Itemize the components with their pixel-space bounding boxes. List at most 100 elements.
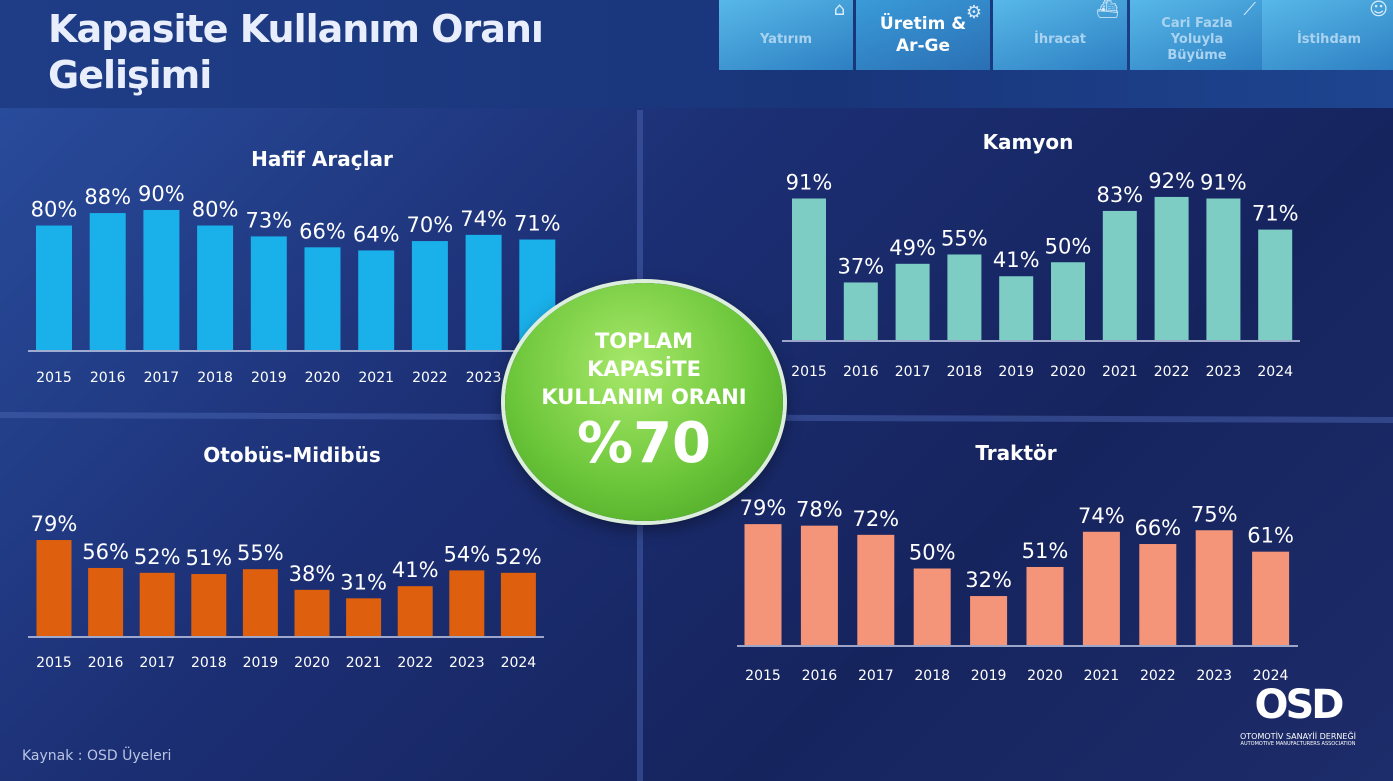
bar-2015: [744, 524, 782, 645]
bar-2017: [139, 572, 175, 636]
x-tick-label: 2018: [197, 370, 233, 386]
x-tick-label: 2021: [346, 655, 382, 671]
data-label: 72%: [852, 507, 899, 531]
x-tick-label: 2024: [1253, 668, 1289, 684]
bar-2022: [411, 241, 448, 350]
bar-2023: [1195, 530, 1233, 645]
x-tick-label: 2018: [914, 668, 950, 684]
x-tick-label: 2015: [791, 364, 827, 380]
gears-icon: ⚙: [965, 2, 982, 23]
x-tick-label: 2018: [947, 364, 983, 380]
nav-tab-2[interactable]: İhracat ⛴: [993, 0, 1127, 70]
x-tick-label: 2022: [1154, 364, 1190, 380]
data-label: 66%: [1134, 516, 1181, 540]
bar-2020: [304, 247, 341, 350]
data-label: 49%: [889, 236, 936, 260]
x-tick-label: 2023: [466, 370, 502, 386]
nav-tab-4[interactable]: İstihdam ☺: [1262, 0, 1393, 70]
bar-2021: [358, 250, 395, 350]
data-label: 31%: [340, 570, 387, 594]
bar-2018: [197, 225, 234, 350]
data-label: 37%: [837, 254, 884, 278]
data-label: 74%: [1078, 504, 1125, 528]
x-tick-label: 2019: [971, 668, 1007, 684]
bar-2023: [449, 570, 485, 636]
x-tick-label: 2017: [858, 668, 894, 684]
chart-title: Hafif Araçlar: [251, 147, 393, 171]
nav-tab-1[interactable]: Üretim & Ar-Ge ⚙: [856, 0, 990, 70]
x-tick-label: 2021: [1084, 668, 1120, 684]
bar-2024: [1258, 229, 1293, 340]
bar-2018: [913, 568, 951, 645]
chart-title: Kamyon: [983, 130, 1074, 154]
bar-2024: [1252, 551, 1290, 645]
x-tick-label: 2016: [90, 370, 126, 386]
x-tick-label: 2017: [139, 655, 175, 671]
bar-2017: [857, 534, 895, 645]
data-label: 50%: [909, 541, 956, 565]
x-tick-label: 2022: [397, 655, 433, 671]
x-tick-label: 2022: [1140, 668, 1176, 684]
bar-2016: [89, 213, 126, 350]
data-label: 52%: [495, 545, 542, 569]
bar-2019: [970, 596, 1008, 645]
x-tick-label: 2017: [144, 370, 180, 386]
x-tick-label: 2023: [1206, 364, 1242, 380]
nav-tab-label: Yatırım: [759, 32, 813, 47]
data-label: 50%: [1045, 234, 1092, 258]
source-note: Kaynak : OSD Üyeleri: [22, 748, 172, 764]
nav-tab-label: Cari Fazla Yoluyla Büyüme: [1161, 16, 1233, 63]
ship-icon: ⛴: [1096, 0, 1119, 20]
data-label: 83%: [1096, 183, 1143, 207]
bar-2022: [1154, 196, 1189, 340]
bar-2021: [346, 598, 382, 636]
nav-tab-label: Üretim & Ar-Ge: [879, 14, 967, 56]
data-label: 66%: [299, 219, 346, 243]
nav-tab-label: İstihdam: [1296, 32, 1362, 47]
bar-2017: [143, 209, 180, 350]
x-tick-label: 2015: [36, 655, 72, 671]
data-label: 80%: [31, 198, 78, 222]
data-label: 91%: [786, 170, 833, 194]
data-label: 64%: [353, 222, 400, 246]
x-tick-label: 2018: [191, 655, 227, 671]
data-label: 70%: [407, 213, 454, 237]
x-tick-label: 2016: [843, 364, 879, 380]
data-label: 52%: [134, 545, 181, 569]
x-tick-label: 2020: [1050, 364, 1086, 380]
bar-2018: [191, 574, 227, 636]
data-label: 78%: [796, 498, 843, 522]
nav-tab-0[interactable]: Yatırım ⌂: [719, 0, 853, 70]
data-label: 41%: [392, 558, 439, 582]
x-tick-label: 2023: [449, 655, 485, 671]
x-tick-label: 2019: [251, 370, 287, 386]
data-label: 88%: [84, 185, 131, 209]
data-label: 71%: [1252, 202, 1299, 226]
page-title: Kapasite Kullanım Oranı Gelişimi: [48, 7, 544, 97]
bar-2024: [500, 572, 536, 636]
data-label: 61%: [1247, 524, 1294, 548]
x-tick-label: 2022: [412, 370, 448, 386]
bar-2016: [843, 282, 878, 340]
data-label: 75%: [1191, 502, 1238, 526]
data-label: 92%: [1148, 169, 1195, 193]
bar-2020: [1051, 262, 1085, 340]
data-label: 90%: [138, 182, 185, 206]
x-tick-label: 2024: [1257, 364, 1293, 380]
nav-tab-3[interactable]: Cari Fazla Yoluyla Büyüme ⟋: [1130, 0, 1264, 70]
total-value: %70: [576, 411, 712, 476]
data-label: 71%: [514, 212, 561, 236]
bar-2021: [1102, 210, 1137, 340]
x-tick-label: 2016: [88, 655, 124, 671]
bar-2015: [36, 225, 72, 350]
bar-2022: [397, 586, 433, 636]
data-label: 91%: [1200, 170, 1247, 194]
x-tick-label: 2020: [305, 370, 341, 386]
chart-title: Otobüs-Midibüs: [203, 443, 380, 467]
bar-2015: [792, 198, 826, 340]
x-tick-label: 2015: [36, 370, 72, 386]
x-tick-label: 2021: [1102, 364, 1138, 380]
data-label: 74%: [460, 207, 507, 231]
data-label: 55%: [237, 541, 284, 565]
